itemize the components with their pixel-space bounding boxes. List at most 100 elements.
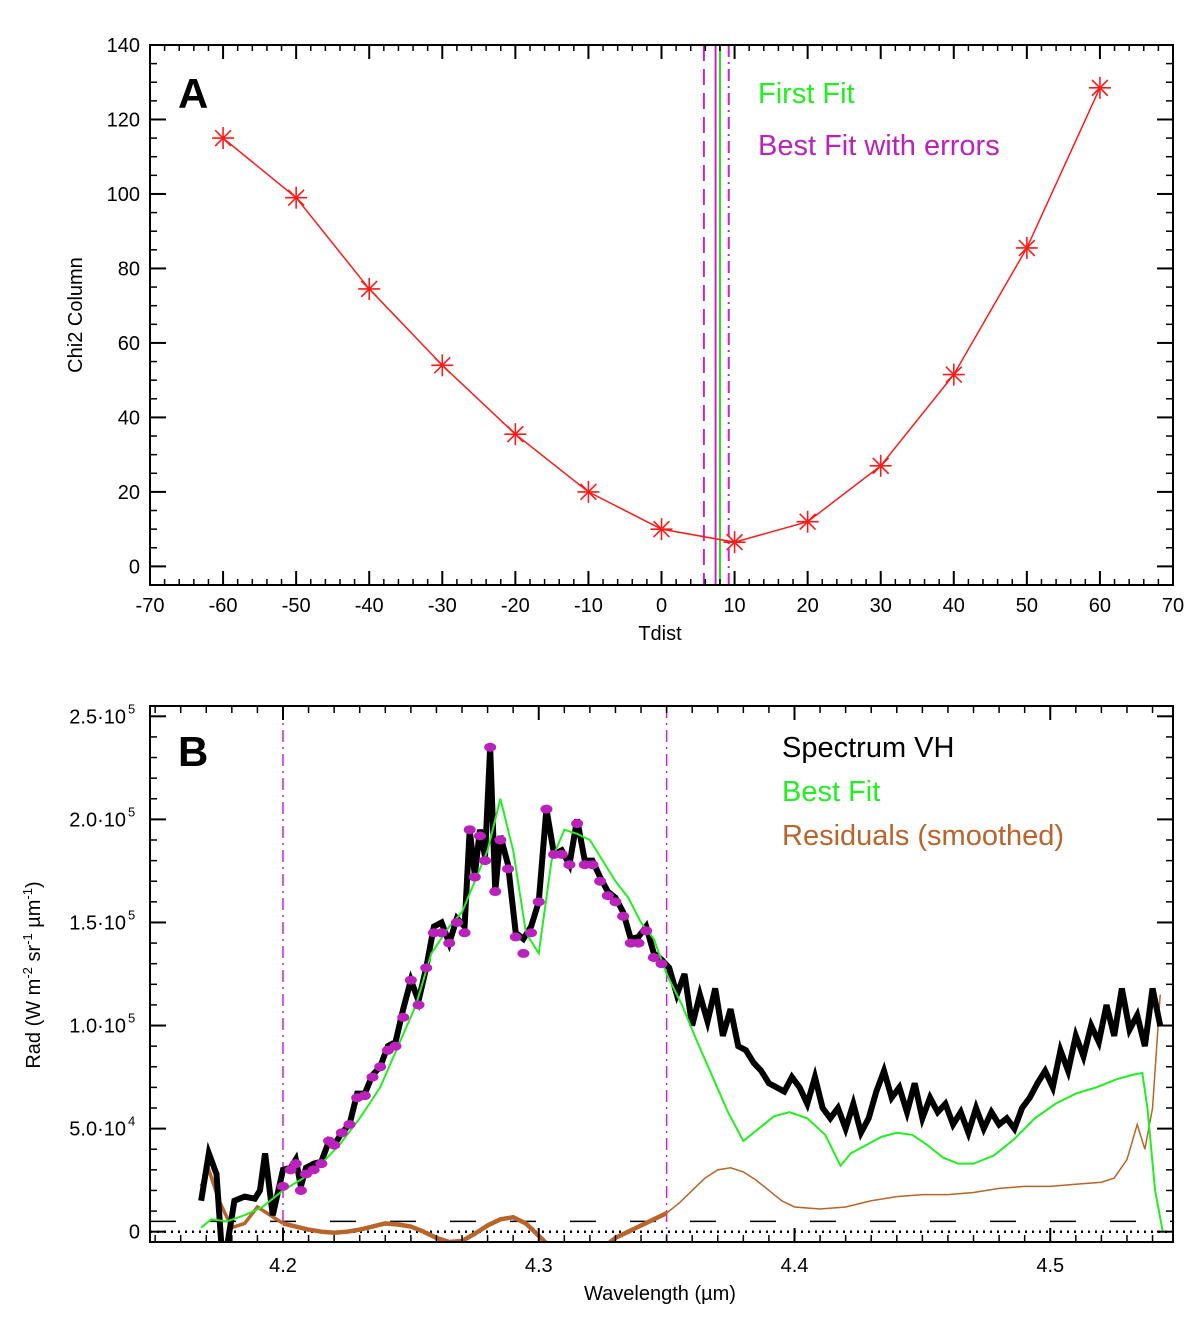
panel-b-ylabel-part: µm (23, 900, 45, 934)
panel-b-ylabel-part: sr (23, 945, 45, 968)
y-tick-label: 60 (118, 333, 140, 355)
fit-point (289, 1159, 302, 1169)
fit-point (484, 742, 497, 752)
fit-point (617, 911, 630, 921)
panel-b-ylabel-part: ) (23, 881, 45, 888)
x-tick-label: 40 (943, 595, 965, 617)
fit-point (450, 917, 463, 927)
panel-a-xlabel: Tdist (638, 623, 682, 645)
fit-point (502, 864, 515, 874)
x-tick-label: 20 (797, 595, 819, 617)
fit-point (374, 1062, 387, 1072)
data-point-asterisk (212, 127, 235, 150)
data-point-asterisk (723, 531, 746, 554)
panel-b-ticks: 4.2 4.3 4.4 4.505.0·10 41.0·10 51.5·10 52.0·10… (69, 701, 1173, 1277)
y-tick-label: 40 (118, 407, 140, 429)
residuals-line-post (666, 994, 1161, 1214)
fit-point (315, 1159, 328, 1169)
panel-b-ylabel-exp: -2 (20, 967, 35, 979)
panel-b-frame (149, 705, 1174, 1243)
x-tick-label: -60 (209, 595, 238, 617)
panel-a-legend-first-fit: First Fit (758, 78, 855, 110)
y-tick-label: 20 (118, 482, 140, 504)
fit-point (412, 1000, 425, 1010)
residuals-line-pre (199, 1165, 284, 1230)
panel-b-legend-spectrum: Spectrum VH (782, 732, 954, 764)
fit-point (525, 928, 538, 938)
best-fit-line (200, 798, 1164, 1232)
fit-point (276, 1181, 289, 1191)
x-tick-label: -50 (282, 595, 311, 617)
x-tick-label: 60 (1089, 595, 1111, 617)
fit-point (509, 932, 522, 942)
data-point-asterisk (285, 186, 308, 209)
fit-point (343, 1119, 356, 1129)
y-tick-label: 1.5·10 (69, 912, 126, 934)
data-point-asterisk (650, 518, 673, 541)
y-tick-label: 80 (118, 258, 140, 280)
y-tick-label: 0 (129, 1222, 140, 1244)
panel-b: 4.2 4.3 4.4 4.505.0·10 41.0·10 51.5·10 52.0·10… (20, 701, 1174, 1305)
y-tick-label: 100 (107, 184, 140, 206)
panel-b-ylabel-exp: -1 (20, 888, 35, 900)
x-tick-label: -70 (136, 595, 165, 617)
panel-b-legend-best-fit: Best Fit (782, 776, 880, 808)
y-tick-label-exponent: 5 (128, 1011, 135, 1026)
x-tick-label: 4.4 (781, 1255, 809, 1277)
y-tick-label: 1.0·10 (69, 1016, 126, 1038)
fit-point (294, 1185, 307, 1195)
x-tick-label: 4.2 (269, 1255, 297, 1277)
fit-point (489, 887, 502, 897)
data-point-asterisk (942, 363, 965, 386)
y-tick-label: 0 (129, 556, 140, 578)
x-tick-label: 4.3 (525, 1255, 553, 1277)
fit-point (443, 938, 456, 948)
fit-point (420, 963, 433, 973)
x-tick-label: -40 (355, 595, 384, 617)
fit-point (389, 1041, 402, 1051)
x-tick-label: -20 (501, 595, 530, 617)
fit-point (463, 825, 476, 835)
data-point-asterisk (504, 423, 527, 446)
panel-a-label: A (178, 70, 208, 117)
panel-b-legend-residuals: Residuals (smoothed) (782, 820, 1064, 852)
fit-point (655, 959, 668, 969)
fit-point (468, 872, 481, 882)
fit-point (458, 928, 471, 938)
fit-point (532, 897, 545, 907)
data-point-asterisk (1088, 76, 1111, 99)
fit-point (640, 926, 653, 936)
x-tick-label: 30 (870, 595, 892, 617)
fit-point (404, 975, 417, 985)
fit-point (540, 804, 553, 814)
panel-a-frame (149, 44, 1174, 586)
fit-point (517, 948, 530, 958)
y-tick-label: 120 (107, 109, 140, 131)
panel-a-ticks: -70 -60 -50 -40 -30 -20 -10 0 10 20 30 40 50 60 70 0 20 4… (107, 35, 1185, 617)
y-tick-label: 2.5·10 (69, 706, 126, 728)
data-point-asterisk (577, 480, 600, 503)
y-tick-label: 2.0·10 (69, 809, 126, 831)
data-point-asterisk (431, 354, 454, 377)
fit-point (328, 1140, 341, 1150)
panel-a-ylabel: Chi2 Column (65, 257, 87, 373)
x-tick-label: 70 (1162, 595, 1184, 617)
fit-point (594, 876, 607, 886)
fit-point (601, 891, 614, 901)
x-tick-label: -10 (574, 595, 603, 617)
x-tick-label: -30 (428, 595, 457, 617)
y-tick-label-exponent: 4 (128, 1114, 135, 1129)
data-point-asterisk (869, 454, 892, 477)
fit-point (563, 860, 576, 870)
data-point-asterisk (358, 277, 381, 300)
fit-point (586, 860, 599, 870)
fit-point (494, 835, 507, 845)
fit-point (571, 819, 584, 829)
fit-point (479, 856, 492, 866)
fit-point (473, 831, 486, 841)
fit-point (435, 928, 448, 938)
panel-a: -70 -60 -50 -40 -30 -20 -10 0 10 20 30 40 50 60 70 0 20 4… (65, 35, 1184, 645)
panel-a-plot-layer (212, 45, 1111, 585)
fit-point (366, 1072, 379, 1082)
